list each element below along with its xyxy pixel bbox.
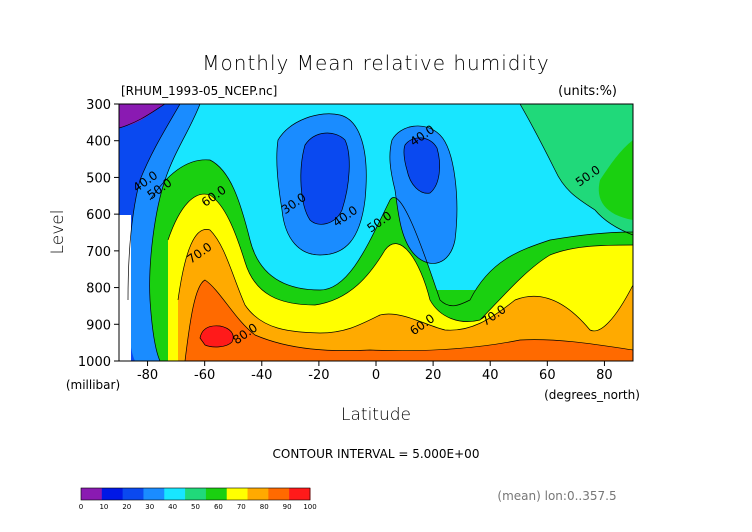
colorbar-swatch <box>122 488 144 500</box>
contour-line <box>389 125 458 264</box>
colorbar-label: 40 <box>168 503 177 511</box>
x-tick-label: -80 <box>137 368 158 383</box>
x-tick-label: 60 <box>539 368 556 383</box>
y-tick-label: 500 <box>86 171 111 186</box>
x-axis-label: Latitude <box>341 405 411 425</box>
x-tick-label: 80 <box>596 368 613 383</box>
colorbar-label: 100 <box>303 503 316 511</box>
colorbar-swatch <box>185 488 207 500</box>
contour-line <box>300 132 350 225</box>
band-darkblue-south <box>119 104 180 361</box>
y-axis-label: Level <box>48 210 68 255</box>
colorbar-label: 60 <box>214 503 223 511</box>
colorbar-label: 0 <box>79 503 83 511</box>
x-tick-label: 40 <box>482 368 499 383</box>
colorbar-label: 20 <box>122 503 131 511</box>
colorbar-swatch <box>205 488 228 500</box>
y-tick-label: 900 <box>86 318 111 333</box>
units-label: (units:%) <box>558 84 617 99</box>
x-axis: -80 -60 -40 -20 0 20 40 60 80 <box>137 361 613 383</box>
contour-line <box>184 279 633 361</box>
colorbar-swatch <box>164 488 186 500</box>
colorbar-frame <box>80 487 311 501</box>
band-purple-corner <box>119 104 165 128</box>
colorbar-swatch <box>268 488 290 500</box>
band-darkblue-left-dry <box>300 133 350 225</box>
colorbar-swatch <box>226 488 249 500</box>
contour-lines <box>119 104 633 361</box>
colorbar-label: 90 <box>283 503 292 511</box>
contour-line <box>519 104 633 236</box>
y-tick-label: 300 <box>86 98 111 113</box>
x-axis-unit: (degrees_north) <box>544 388 640 402</box>
band-darkblue-right-dry <box>403 137 440 194</box>
footer-note: (mean) lon:0..357.5 <box>497 489 616 503</box>
colorbar-swatch <box>289 488 311 500</box>
y-tick-label: 1000 <box>78 355 111 370</box>
y-axis: 300 400 500 600 700 800 900 1000 <box>78 98 119 370</box>
contour-line <box>119 104 166 129</box>
y-tick-label: 600 <box>86 208 111 223</box>
colorbar-swatch <box>101 488 124 500</box>
colorbar: 0 10 20 30 40 50 60 70 80 90 100 <box>79 487 317 511</box>
colorbar-label: 10 <box>99 503 108 511</box>
contour-line <box>403 137 440 194</box>
y-axis-unit: (millibar) <box>66 378 120 392</box>
x-tick-label: 20 <box>425 368 442 383</box>
x-tick-label: -40 <box>251 368 272 383</box>
missing-data-notch <box>119 215 131 361</box>
x-tick-label: -20 <box>308 368 329 383</box>
file-label: [RHUM_1993-05_NCEP.nc] <box>121 84 277 98</box>
band-green-upper-right <box>598 140 633 220</box>
y-tick-label: 800 <box>86 282 111 297</box>
chart-title: Monthly Mean relative humidity <box>202 51 549 75</box>
band-red-core <box>200 325 234 347</box>
band-dark-orange <box>185 280 633 361</box>
contour-line <box>167 193 633 322</box>
colorbar-label: 30 <box>145 503 154 511</box>
contour-line <box>149 104 201 361</box>
contour-line <box>276 113 367 256</box>
band-orange <box>178 229 633 361</box>
colorbar-swatch <box>143 488 165 500</box>
colorbar-label: 50 <box>191 503 200 511</box>
colorbar-label: 80 <box>260 503 269 511</box>
contour-line <box>127 104 181 301</box>
x-tick-label: 0 <box>372 368 380 383</box>
contour-line <box>199 325 234 348</box>
contour-field <box>119 104 633 361</box>
contour-line <box>149 159 633 307</box>
contour-interval-text: CONTOUR INTERVAL = 5.000E+00 <box>273 447 480 461</box>
contour-line <box>177 229 633 334</box>
colorbar-swatch <box>247 488 269 500</box>
y-tick-label: 400 <box>86 135 111 150</box>
colorbar-label: 70 <box>237 503 246 511</box>
x-tick-label: -60 <box>194 368 215 383</box>
y-tick-label: 700 <box>86 245 111 260</box>
colorbar-swatch <box>81 488 103 500</box>
